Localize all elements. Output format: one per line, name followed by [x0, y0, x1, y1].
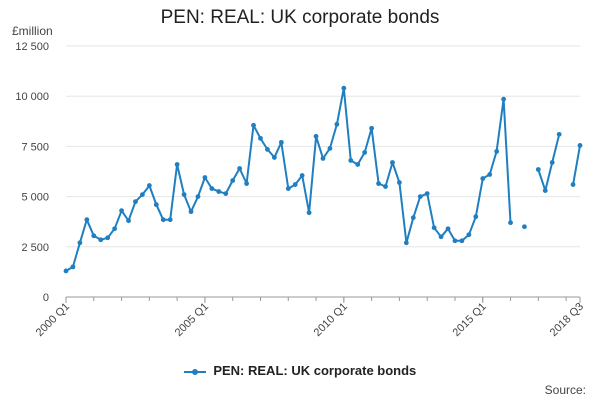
y-tick-label: 5 000	[21, 192, 49, 204]
data-point	[355, 162, 361, 167]
data-point	[285, 186, 291, 191]
data-point	[417, 194, 423, 200]
data-point	[209, 186, 215, 191]
series-layer	[63, 85, 583, 274]
data-point	[348, 158, 354, 163]
y-tick-label: 7 500	[21, 141, 49, 153]
y-tick-label: 12 500	[15, 41, 49, 53]
data-point	[320, 156, 326, 161]
data-point	[160, 217, 166, 223]
y-tick-label: 2 500	[21, 242, 49, 254]
x-axis: 2000 Q1 2005 Q1 2010 Q1 2015 Q1 2018 Q3	[34, 296, 586, 339]
data-point	[480, 176, 486, 181]
data-point	[424, 191, 430, 196]
data-point	[146, 183, 152, 188]
data-point	[126, 218, 131, 224]
data-point	[376, 181, 381, 186]
data-point	[195, 194, 201, 200]
data-point	[70, 264, 76, 270]
data-point	[84, 217, 90, 223]
chart-title: PEN: REAL: UK corporate bonds	[160, 7, 440, 28]
data-point	[112, 226, 118, 232]
data-point	[410, 215, 416, 221]
x-tick-label: 2005 Q1	[173, 301, 211, 339]
data-point	[153, 202, 159, 208]
data-point	[431, 225, 437, 231]
data-point	[223, 191, 229, 196]
series-line	[572, 145, 581, 185]
data-point	[383, 184, 388, 189]
data-point	[292, 182, 298, 187]
data-point	[77, 240, 83, 246]
legend-label: PEN: REAL: UK corporate bonds	[213, 363, 417, 378]
x-tick-label: 2015 Q1	[451, 301, 489, 339]
data-point	[369, 125, 375, 131]
data-point	[167, 217, 173, 223]
data-point	[327, 146, 333, 151]
data-point	[466, 232, 472, 238]
data-point	[244, 181, 249, 186]
data-point	[438, 234, 444, 240]
data-point	[119, 208, 124, 214]
data-point	[549, 160, 555, 165]
data-point	[63, 268, 69, 274]
data-point	[181, 192, 187, 197]
data-point	[508, 220, 513, 226]
data-point	[390, 160, 395, 165]
data-point	[98, 237, 104, 243]
data-point	[403, 240, 409, 246]
data-point	[188, 209, 194, 215]
data-point	[397, 180, 402, 185]
data-point	[341, 85, 347, 91]
data-point	[271, 155, 277, 160]
data-point	[473, 214, 479, 220]
data-point	[133, 199, 138, 205]
data-point	[334, 121, 340, 127]
data-point	[91, 233, 97, 239]
data-point	[216, 189, 222, 194]
y-tick-label: 10 000	[15, 91, 49, 103]
y-axis-unit-label: £million	[12, 24, 53, 38]
legend: PEN: REAL: UK corporate bonds	[0, 363, 600, 378]
data-point	[237, 166, 243, 171]
gridlines	[66, 45, 580, 298]
data-point	[362, 150, 368, 155]
data-point	[542, 188, 548, 193]
y-axis: 0 2 500 5 000 7 500 10 000 12 500	[15, 41, 49, 304]
series-line	[65, 87, 512, 272]
x-tick-label: 2000 Q1	[34, 301, 72, 339]
series-line	[537, 134, 561, 192]
data-point	[556, 131, 562, 137]
legend-swatch	[183, 366, 206, 378]
data-point	[459, 238, 465, 244]
data-point	[258, 135, 263, 141]
data-point	[570, 182, 576, 187]
data-point	[105, 235, 111, 241]
x-tick-label: 2010 Q1	[312, 301, 350, 339]
data-point	[174, 162, 180, 167]
data-point	[452, 238, 458, 244]
data-point	[230, 178, 236, 183]
data-point	[522, 224, 527, 230]
data-point	[299, 173, 305, 178]
x-tick-label: 2018 Q3	[548, 301, 586, 339]
source-label: Source:	[544, 383, 586, 397]
data-point	[577, 142, 583, 148]
data-point	[306, 210, 312, 216]
data-point	[535, 167, 541, 172]
data-point	[313, 133, 319, 139]
data-point	[494, 149, 500, 154]
data-point	[445, 226, 451, 232]
data-point	[278, 139, 284, 145]
data-point	[202, 175, 208, 180]
data-point	[487, 172, 493, 177]
data-point	[251, 122, 256, 128]
y-tick-label: 0	[43, 292, 49, 304]
data-point	[140, 192, 145, 197]
data-point	[265, 147, 270, 152]
data-point	[501, 96, 506, 102]
